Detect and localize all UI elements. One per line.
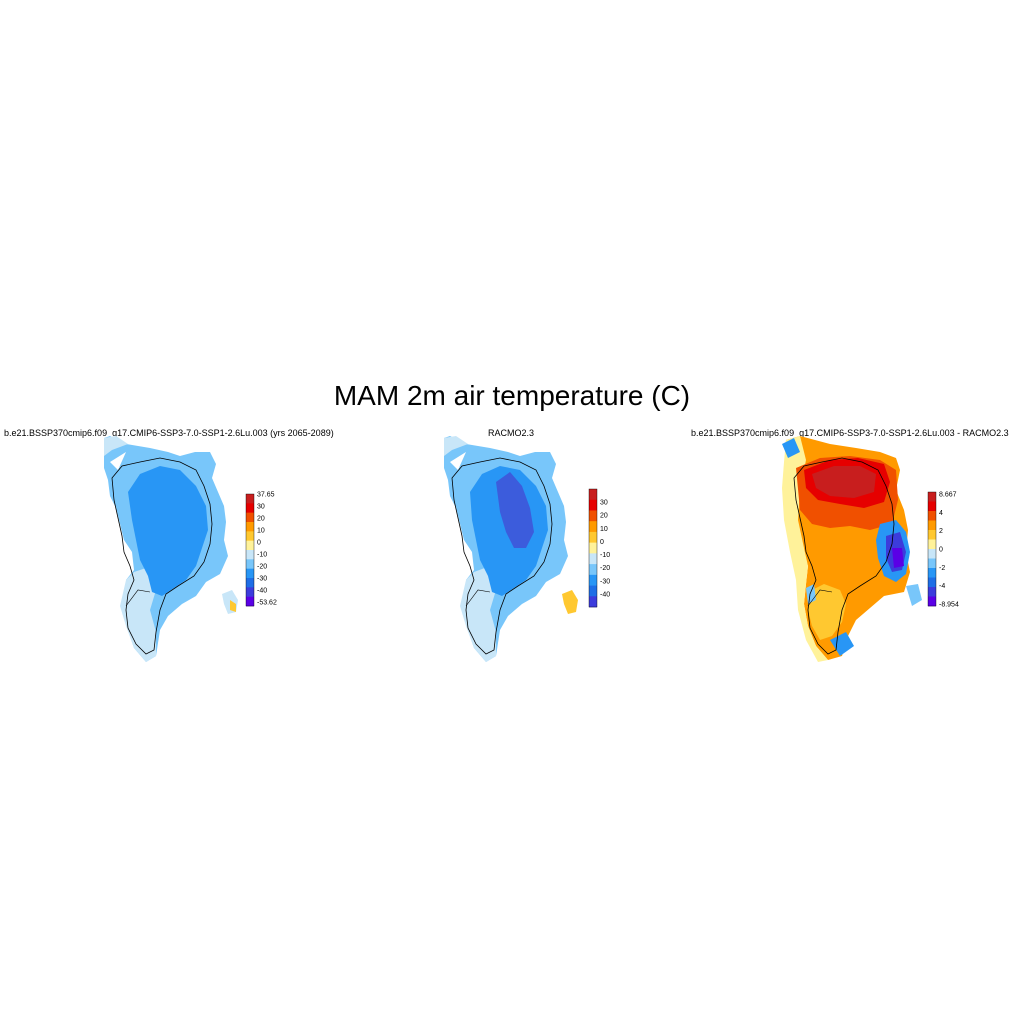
panel-1-colorbar: 37.65 30 20 10 0 -10 -20 -30 -40 -53.62	[245, 492, 277, 607]
panel-1-map	[104, 436, 238, 662]
colorbar-swatch	[246, 587, 254, 597]
colorbar-tick-label: 20	[257, 516, 265, 523]
colorbar-tick-label: 10	[600, 526, 608, 533]
colorbar-tick-label: 10	[257, 528, 265, 535]
colorbar-tick-label: 37.65	[257, 492, 275, 499]
colorbar-swatch	[589, 596, 597, 608]
colorbar-frame	[927, 491, 937, 607]
colorbar-frame	[245, 493, 255, 607]
panel-1-field	[104, 436, 238, 662]
colorbar-swatch	[928, 492, 936, 502]
colorbar-tick-label: 2	[939, 528, 943, 535]
colorbar-tick-label: -10	[257, 552, 267, 559]
colorbar-swatch	[589, 553, 597, 565]
colorbar-swatch	[928, 568, 936, 578]
colorbar-tick-label: -20	[600, 565, 610, 572]
colorbar-swatch	[589, 542, 597, 554]
colorbar-tick-label: -4	[939, 583, 945, 590]
panel-2-coastline	[451, 457, 553, 655]
colorbar-swatch	[246, 522, 254, 532]
colorbar-swatch	[246, 559, 254, 569]
figure-title: MAM 2m air temperature (C)	[333, 380, 691, 411]
panel-3-coastline	[793, 457, 895, 655]
colorbar-swatch	[589, 531, 597, 543]
colorbar-tick-label: -10	[600, 552, 610, 559]
colorbar-tick-label: 4	[939, 510, 943, 517]
colorbar-swatch	[928, 596, 936, 607]
panel-2-title: RACMO2.3	[488, 428, 535, 438]
colorbar-swatch	[928, 520, 936, 531]
colorbar-swatch	[589, 585, 597, 597]
colorbar-swatch	[246, 503, 254, 513]
colorbar-tick-label: -2	[939, 565, 945, 572]
colorbar-tick-label: -30	[257, 576, 267, 583]
colorbar-tick-label: 30	[257, 504, 265, 511]
colorbar-tick-label: 30	[600, 500, 608, 507]
colorbar-swatch	[589, 510, 597, 522]
colorbar-swatch	[928, 549, 936, 559]
colorbar-tick-label: -30	[600, 578, 610, 585]
colorbar-swatch	[246, 494, 254, 504]
panel-2-field	[444, 436, 578, 662]
colorbar-swatch	[246, 540, 254, 551]
colorbar-swatch	[928, 558, 936, 569]
colorbar-tick-label: -20	[257, 564, 267, 571]
colorbar-swatch	[246, 512, 254, 523]
colorbar-swatch	[589, 574, 597, 586]
panel-3-colorbar: 8.667 4 2 0 -2 -4 -8.954	[927, 491, 959, 609]
colorbar-swatch	[928, 577, 936, 588]
panel-2-colorbar: 30 20 10 0 -10 -20 -30 -40	[588, 488, 610, 608]
colorbar-tick-label: -40	[257, 588, 267, 595]
colorbar-tick-label: 0	[600, 539, 604, 546]
colorbar-tick-label: -53.62	[257, 600, 277, 607]
colorbar-swatch	[928, 539, 936, 550]
panel-3-map	[782, 436, 922, 662]
colorbar-swatch	[589, 564, 597, 576]
colorbar-tick-label: 20	[600, 513, 608, 520]
colorbar-swatch	[246, 550, 254, 560]
colorbar-swatch	[928, 511, 936, 521]
panel-1-coastline	[111, 457, 213, 655]
colorbar-tick-label: -40	[600, 592, 610, 599]
colorbar-swatch	[928, 501, 936, 512]
colorbar-swatch	[246, 531, 254, 541]
colorbar-swatch	[589, 521, 597, 533]
colorbar-swatch	[928, 530, 936, 540]
colorbar-tick-label: 0	[257, 540, 261, 547]
colorbar-swatch	[928, 587, 936, 597]
colorbar-tick-label: -8.954	[939, 602, 959, 609]
colorbar-frame	[588, 488, 598, 608]
colorbar-swatch	[246, 568, 254, 579]
panel-1-title: b.e21.BSSP370cmip6.f09_g17.CMIP6-SSP3-7.…	[4, 428, 334, 438]
colorbar-tick-label: 0	[939, 547, 943, 554]
colorbar-swatch	[589, 489, 597, 501]
colorbar-swatch	[246, 578, 254, 588]
panel-2-map	[444, 436, 578, 662]
colorbar-swatch	[246, 596, 254, 607]
colorbar-swatch	[589, 499, 597, 511]
panel-3-field	[782, 436, 922, 662]
panel-3-title: b.e21.BSSP370cmip6.f09_g17.CMIP6-SSP3-7.…	[691, 428, 1009, 438]
colorbar-tick-label: 8.667	[939, 492, 957, 499]
